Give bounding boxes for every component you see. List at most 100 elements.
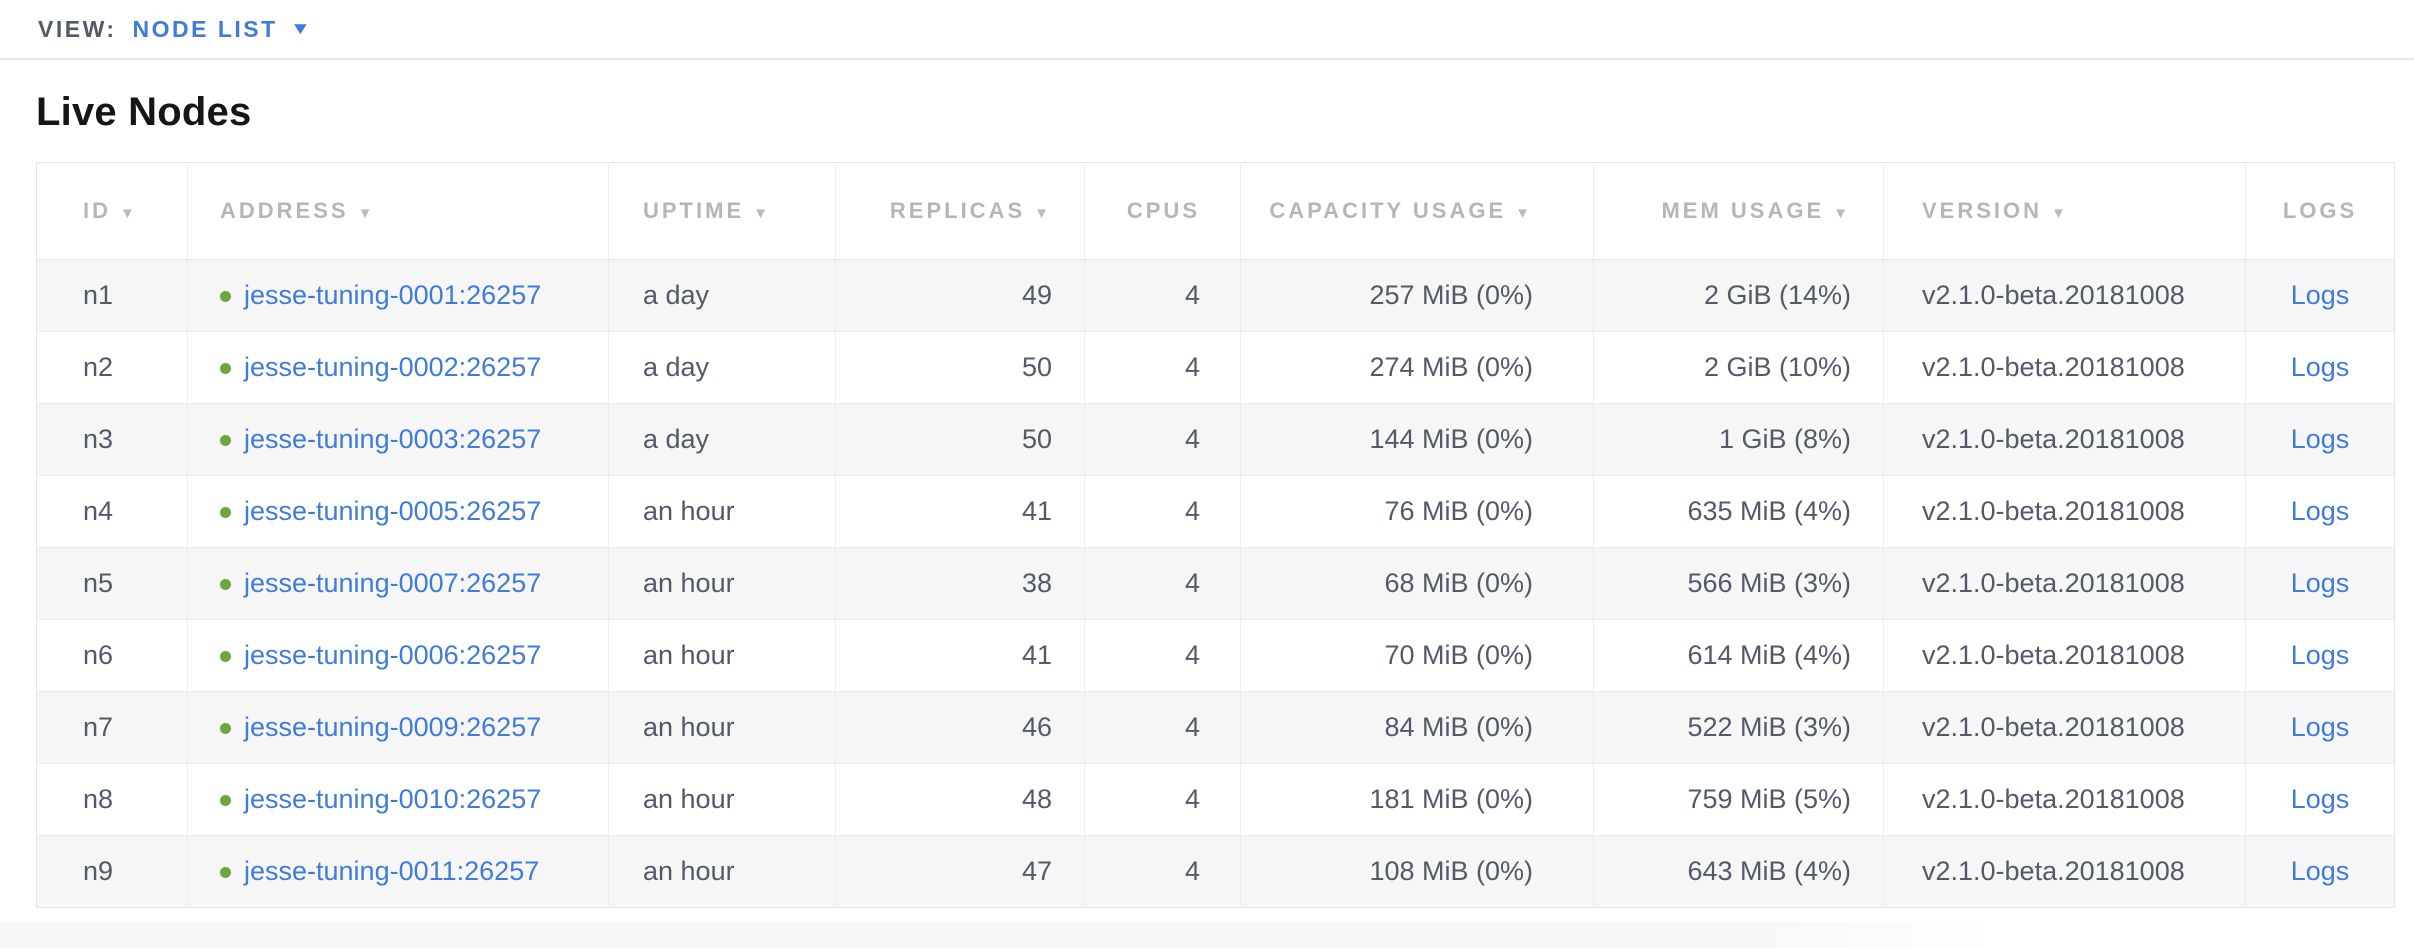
column-header-cpus: CPUS	[1084, 162, 1241, 260]
cell-cpus: 4	[1084, 619, 1241, 692]
cell-capacity: 257 MiB (0%)	[1240, 259, 1594, 332]
cell-cpus: 4	[1084, 835, 1241, 908]
cell-replicas: 38	[835, 547, 1085, 620]
cell-logs: Logs	[2245, 547, 2395, 620]
cell-mem: 566 MiB (3%)	[1593, 547, 1884, 620]
cell-address: jesse-tuning-0005:26257	[187, 475, 609, 548]
cell-uptime: an hour	[608, 835, 836, 908]
cell-logs: Logs	[2245, 691, 2395, 764]
cell-cpus: 4	[1084, 691, 1241, 764]
column-header-address[interactable]: ADDRESS ▼	[187, 162, 609, 260]
logs-link[interactable]: Logs	[2290, 496, 2350, 526]
cell-cpus: 4	[1084, 403, 1241, 476]
cell-version: v2.1.0-beta.20181008	[1883, 403, 2246, 476]
status-dot-icon	[220, 291, 231, 302]
cell-logs: Logs	[2245, 763, 2395, 836]
table-header-row: ID ▼ ADDRESS ▼ UPTIME ▼ REPLICAS ▼ CPUS CAPACITY …	[36, 162, 2395, 260]
status-dot-icon	[220, 579, 231, 590]
cell-mem: 522 MiB (3%)	[1593, 691, 1884, 764]
logs-link[interactable]: Logs	[2290, 856, 2350, 886]
cell-address: jesse-tuning-0007:26257	[187, 547, 609, 620]
cell-capacity: 70 MiB (0%)	[1240, 619, 1594, 692]
logs-link[interactable]: Logs	[2290, 352, 2350, 382]
cell-capacity: 84 MiB (0%)	[1240, 691, 1594, 764]
cell-cpus: 4	[1084, 259, 1241, 332]
node-address-link[interactable]: jesse-tuning-0009:26257	[244, 712, 542, 742]
node-address-link[interactable]: jesse-tuning-0011:26257	[244, 856, 540, 886]
cell-version: v2.1.0-beta.20181008	[1883, 691, 2246, 764]
cell-version: v2.1.0-beta.20181008	[1883, 259, 2246, 332]
column-label: CPUS	[1126, 198, 1200, 223]
column-header-uptime[interactable]: UPTIME ▼	[608, 162, 836, 260]
column-header-id[interactable]: ID ▼	[36, 162, 188, 260]
column-label: LOGS	[2282, 198, 2358, 223]
cell-replicas: 50	[835, 331, 1085, 404]
cell-id: n6	[36, 619, 188, 692]
logs-link[interactable]: Logs	[2290, 712, 2350, 742]
cell-uptime: an hour	[608, 547, 836, 620]
node-address-link[interactable]: jesse-tuning-0003:26257	[244, 424, 542, 454]
column-header-version[interactable]: VERSION ▼	[1883, 162, 2246, 260]
cell-capacity: 181 MiB (0%)	[1240, 763, 1594, 836]
column-header-mem[interactable]: MEM USAGE ▼	[1593, 162, 1884, 260]
cell-uptime: an hour	[608, 691, 836, 764]
column-label: MEM USAGE	[1661, 198, 1825, 223]
cell-address: jesse-tuning-0003:26257	[187, 403, 609, 476]
cell-uptime: an hour	[608, 475, 836, 548]
logs-link[interactable]: Logs	[2290, 424, 2350, 454]
logs-link[interactable]: Logs	[2290, 640, 2350, 670]
column-label: REPLICAS	[889, 198, 1026, 223]
node-address-link[interactable]: jesse-tuning-0010:26257	[244, 784, 542, 814]
cell-replicas: 49	[835, 259, 1085, 332]
sort-desc-icon: ▼	[1034, 205, 1052, 222]
cell-address: jesse-tuning-0001:26257	[187, 259, 609, 332]
status-dot-icon	[220, 363, 231, 374]
cell-address: jesse-tuning-0002:26257	[187, 331, 609, 404]
page-title: Live Nodes	[36, 90, 252, 134]
view-bar: VIEW: NODE LIST ▼	[0, 0, 2414, 60]
view-selected-value: NODE LIST	[132, 15, 278, 42]
column-header-replicas[interactable]: REPLICAS ▼	[835, 162, 1085, 260]
column-label: ADDRESS	[220, 198, 349, 223]
node-address-link[interactable]: jesse-tuning-0006:26257	[244, 640, 542, 670]
cell-replicas: 46	[835, 691, 1085, 764]
cell-address: jesse-tuning-0006:26257	[187, 619, 609, 692]
table-row: n4 jesse-tuning-0005:26257 an hour 41 4 76 Mi…	[36, 475, 2395, 548]
sort-desc-icon: ▼	[753, 205, 771, 222]
view-selector-dropdown[interactable]: NODE LIST ▼	[132, 15, 311, 43]
cell-replicas: 47	[835, 835, 1085, 908]
cell-id: n2	[36, 331, 188, 404]
cell-logs: Logs	[2245, 619, 2395, 692]
view-label: VIEW:	[38, 15, 117, 42]
cell-address: jesse-tuning-0009:26257	[187, 691, 609, 764]
sort-desc-icon: ▼	[1515, 205, 1533, 222]
logs-link[interactable]: Logs	[2290, 280, 2350, 310]
status-dot-icon	[220, 435, 231, 446]
cell-mem: 635 MiB (4%)	[1593, 475, 1884, 548]
sort-desc-icon: ▼	[1833, 205, 1851, 222]
cell-logs: Logs	[2245, 331, 2395, 404]
status-dot-icon	[220, 795, 231, 806]
cell-mem: 2 GiB (14%)	[1593, 259, 1884, 332]
cell-cpus: 4	[1084, 547, 1241, 620]
cell-version: v2.1.0-beta.20181008	[1883, 547, 2246, 620]
cell-address: jesse-tuning-0011:26257	[187, 835, 609, 908]
cell-replicas: 41	[835, 619, 1085, 692]
node-address-link[interactable]: jesse-tuning-0001:26257	[244, 280, 542, 310]
logs-link[interactable]: Logs	[2290, 568, 2350, 598]
logs-link[interactable]: Logs	[2290, 784, 2350, 814]
node-address-link[interactable]: jesse-tuning-0005:26257	[244, 496, 542, 526]
node-address-link[interactable]: jesse-tuning-0002:26257	[244, 352, 542, 382]
column-header-capacity[interactable]: CAPACITY USAGE ▼	[1240, 162, 1594, 260]
status-dot-icon	[220, 867, 231, 878]
cell-capacity: 76 MiB (0%)	[1240, 475, 1594, 548]
table-row: n2 jesse-tuning-0002:26257 a day 50 4 274 MiB…	[36, 331, 2395, 404]
column-header-logs: LOGS	[2245, 162, 2395, 260]
cell-capacity: 108 MiB (0%)	[1240, 835, 1594, 908]
cell-uptime: an hour	[608, 619, 836, 692]
cell-logs: Logs	[2245, 835, 2395, 908]
cell-mem: 614 MiB (4%)	[1593, 619, 1884, 692]
cell-id: n5	[36, 547, 188, 620]
node-address-link[interactable]: jesse-tuning-0007:26257	[244, 568, 542, 598]
table-row: n8 jesse-tuning-0010:26257 an hour 48 4 181 M…	[36, 763, 2395, 836]
